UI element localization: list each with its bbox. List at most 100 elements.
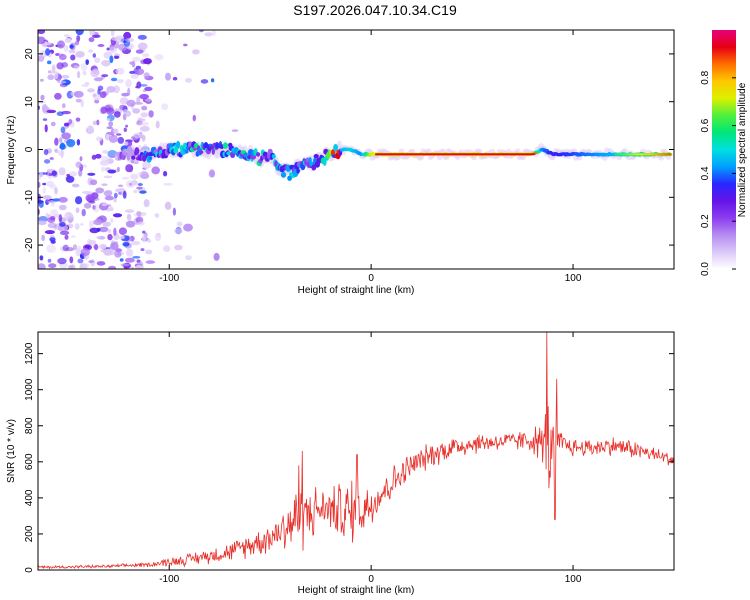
spectrogram-noise-blob <box>126 99 136 107</box>
spectrogram-noise-blob <box>58 150 65 157</box>
spectrogram-noise-blob <box>163 183 173 186</box>
colorbar-tick-label: 0.6 <box>700 118 711 132</box>
snr-y-tick-label: 800 <box>24 417 35 434</box>
spectrogram-noise-blob <box>93 219 103 226</box>
spectrogram-noise-blob <box>52 198 60 202</box>
spectrogram-ridge-core <box>512 153 515 156</box>
spectrogram-ridge-mark <box>168 143 174 148</box>
spectrogram-noise-blob <box>119 258 124 262</box>
spectrogram-noise-blob <box>59 142 66 150</box>
spectrogram-noise-blob <box>69 44 74 49</box>
spectrogram-noise-blob <box>119 104 126 110</box>
spectrogram-noise-blob <box>68 118 73 125</box>
spectrogram-noise-blob <box>114 250 122 258</box>
spectrogram-ridge-core <box>518 153 521 156</box>
spectrogram-noise-blob <box>44 230 55 235</box>
spectrogram-ridge-core <box>502 153 505 156</box>
spectrogram-noise-blob <box>102 221 111 227</box>
spectrogram-noise-blob <box>106 126 113 130</box>
spectrogram-noise-blob <box>138 171 142 176</box>
spectrogram-ridge-core <box>648 153 651 156</box>
snr-plot-area <box>38 332 674 570</box>
spectrogram-noise-blob <box>46 109 57 114</box>
spectrogram-noise-blob <box>137 42 148 50</box>
spectrogram-noise-blob <box>125 220 136 228</box>
spectrogram-ridge-core <box>664 153 667 156</box>
spectrogram-ridge-core <box>510 153 513 156</box>
spectrogram-ridge-core <box>454 153 457 156</box>
spectrogram-noise-blob <box>88 220 94 229</box>
spectrogram-noise-blob <box>42 118 48 121</box>
spectrogram-noise-blob <box>97 88 101 95</box>
spectrogram-noise-blob <box>39 172 44 178</box>
spectrogram-noise-blob <box>183 43 188 47</box>
spectrogram-ridge-core <box>667 153 670 156</box>
spectrogram-ridge-core <box>467 153 470 156</box>
spectrogram-noise-blob <box>81 208 86 217</box>
spectrogram-noise-blob <box>136 211 142 217</box>
spectrogram-ridge-core <box>638 153 641 156</box>
colorbar-tick-label: 0.0 <box>700 262 711 276</box>
spectrogram-noise-blob <box>69 256 74 264</box>
spectrogram-ridge-core <box>402 153 405 156</box>
spectrogram-ridge-core <box>649 153 652 156</box>
snr-x-tick-label: 0 <box>368 574 374 585</box>
spectrogram-noise-blob <box>112 213 123 218</box>
spectrogram-noise-blob <box>121 176 130 180</box>
spectrogram-noise-blob <box>49 237 56 242</box>
spectrogram-noise-blob <box>75 196 83 205</box>
spectrogram-noise-blob <box>58 167 66 176</box>
spectrogram-ridge-core <box>378 153 381 156</box>
spectrogram-noise-blob <box>106 86 116 93</box>
spectrogram-ridge-core <box>497 153 500 156</box>
spectrogram-noise-blob <box>132 108 141 114</box>
spectrogram-ridge-core <box>504 153 507 156</box>
spectrogram-ridge-core <box>656 153 659 156</box>
spectrogram-ridge-core <box>651 153 654 156</box>
spectrogram-noise-blob <box>98 226 109 233</box>
spectrogram-noise-blob <box>42 195 52 200</box>
spectrogram-noise-blob <box>148 110 154 118</box>
spectrogram-noise-blob <box>50 121 56 127</box>
spectrogram-noise-blob <box>142 233 147 241</box>
spectrogram-noise-blob <box>110 242 119 250</box>
spectrogram-noise-blob <box>54 137 59 146</box>
spectrogram-noise-blob <box>73 65 80 70</box>
spectrogram-noise-blob <box>76 139 81 146</box>
spectrogram-noise-blob <box>96 227 101 232</box>
spectrogram-noise-blob <box>64 38 72 44</box>
spectrogram-noise-blob <box>47 70 52 74</box>
spectrogram-noise-blob <box>113 85 120 94</box>
spectrogram-noise-blob <box>70 54 76 61</box>
spectrogram-noise-blob <box>58 214 63 223</box>
spectrogram-ridge-core <box>533 152 536 155</box>
spectrogram-noise-blob <box>96 261 106 266</box>
spectrogram-noise-blob <box>135 49 144 54</box>
spectrogram-noise-blob <box>154 232 162 242</box>
spectrogram-ridge-halo <box>398 148 405 154</box>
spectrogram-ridge-core <box>486 153 489 156</box>
spectrogram-noise-blob <box>183 223 193 232</box>
spectrogram-ridge-core <box>441 153 444 156</box>
spectrogram-noise-blob <box>81 190 92 195</box>
spectrogram-noise-blob <box>130 241 141 246</box>
snr-frame <box>37 331 675 571</box>
spectrogram-y-tick-label: -20 <box>24 237 35 252</box>
spectrogram-x-tick-label: 0 <box>368 273 374 284</box>
figure-title: S197.2026.047.10.34.C19 <box>293 2 457 18</box>
spectrogram-noise-blob <box>165 72 171 81</box>
spectrogram-noise-blob <box>83 202 92 209</box>
snr-y-tick-label: 1200 <box>24 342 35 365</box>
spectrogram-noise-blob <box>133 132 143 139</box>
spectrogram-ridge-core <box>446 153 449 156</box>
spectrogram-noise-blob <box>115 67 125 75</box>
spectrogram-noise-blob <box>163 170 168 177</box>
spectrogram-noise-blob <box>75 117 81 122</box>
spectrogram-noise-blob <box>62 103 66 109</box>
spectrogram-noise-blob <box>54 92 62 100</box>
spectrogram-noise-blob <box>139 171 149 179</box>
spectrogram-ridge-core <box>397 153 400 156</box>
spectrogram-ridge-core <box>619 153 622 156</box>
spectrogram-ridge-core <box>438 153 441 156</box>
spectrogram-y-tick-label: -10 <box>24 190 35 205</box>
